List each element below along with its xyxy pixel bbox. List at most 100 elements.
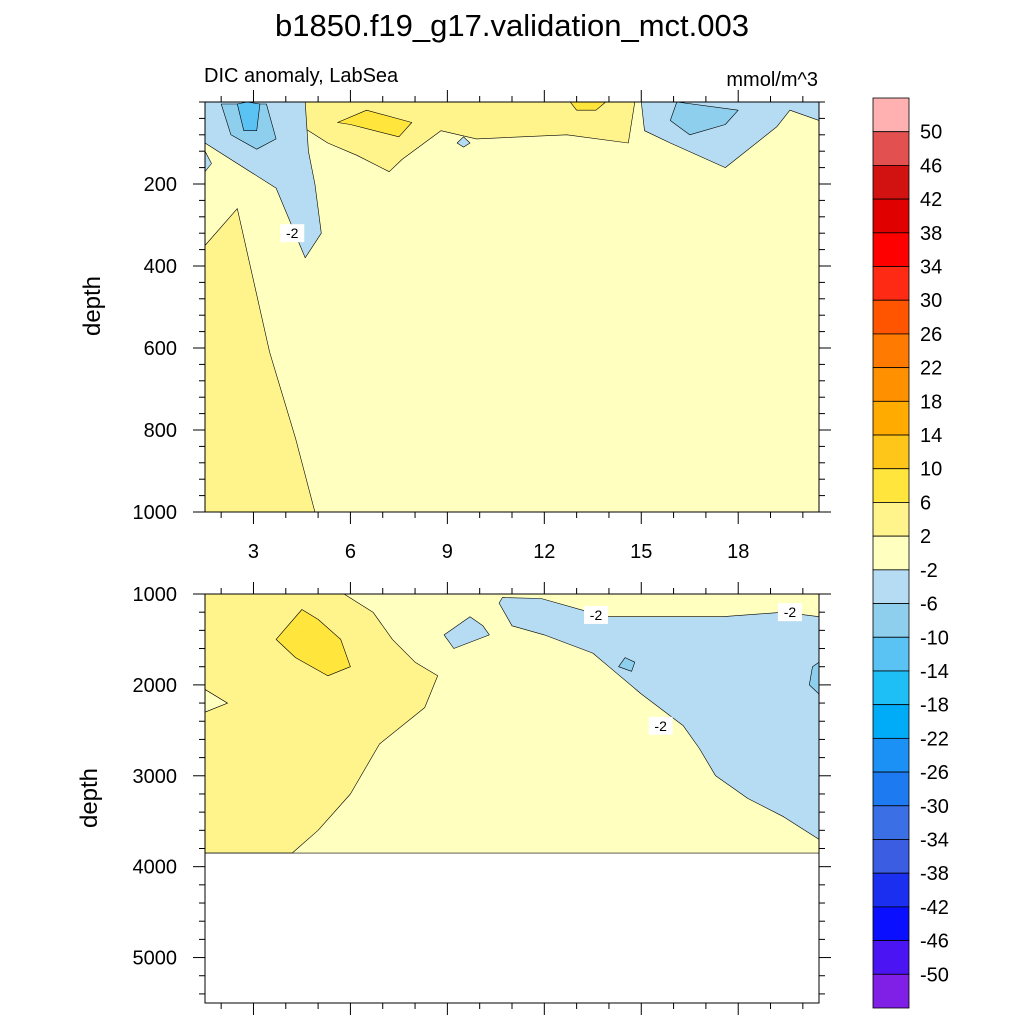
colorbar: 50 46 42 38 34 30 26 22 18 14 10 6 2 -2 -6 -10 -14 -18 -22… (872, 97, 949, 1009)
colorbar-swatch-1 (872, 131, 910, 166)
colorbar-swatch-23 (872, 872, 910, 908)
colorbar-swatch-8 (872, 367, 910, 402)
lower-panel: -2 -2 -2 1000 2000 3000 4000 5000 depth (76, 582, 831, 1015)
colorbar-swatch-20 (872, 771, 910, 807)
upper-contour-region-0 (205, 208, 316, 512)
colorbar-label: -34 (920, 829, 949, 851)
colorbar-label: -50 (920, 964, 949, 986)
svg-text:-2: -2 (286, 225, 299, 241)
upper-panel: DIC anomaly, LabSea mmol/m^3 -2 3 6 9 12 15 18… (79, 65, 831, 563)
colorbar-label: -22 (920, 728, 949, 750)
upper-x-tick-label: 18 (727, 541, 749, 563)
colorbar-swatch-6 (872, 299, 910, 335)
lower-y-tick-label: 4000 (133, 857, 178, 879)
lower-contour-label-0: -2 (584, 605, 609, 624)
colorbar-label: 50 (920, 122, 942, 144)
colorbar-label: -6 (920, 594, 938, 616)
svg-text:-2: -2 (654, 718, 667, 734)
upper-x-tick-label: 15 (630, 541, 652, 563)
colorbar-label: -42 (920, 897, 949, 919)
upper-panel-units: mmol/m^3 (726, 69, 818, 91)
colorbar-swatch-26 (872, 973, 910, 1009)
colorbar-swatch-2 (872, 165, 910, 200)
upper-x-tick-label: 3 (248, 541, 259, 563)
colorbar-swatch-11 (872, 468, 910, 503)
lower-plot-area: -2 -2 -2 1000 2000 3000 4000 5000 (133, 582, 831, 1015)
colorbar-label: 10 (920, 459, 942, 481)
colorbar-swatch-15 (872, 603, 910, 638)
colorbar-swatch-25 (872, 940, 910, 975)
colorbar-swatch-12 (872, 502, 910, 537)
upper-x-tick-label: 12 (533, 541, 555, 563)
lower-y-tick-label: 2000 (133, 675, 178, 697)
lower-y-tick-label: 1000 (133, 584, 178, 606)
colorbar-label: 38 (920, 223, 942, 245)
colorbar-swatch-19 (872, 737, 910, 773)
colorbar-label: 18 (920, 391, 942, 413)
lower-x-axis (220, 582, 804, 1015)
lower-contour-region-2 (275, 609, 351, 677)
colorbar-label: -2 (920, 560, 938, 582)
lower-contour-region-4 (498, 597, 819, 840)
colorbar-swatch-3 (872, 198, 910, 234)
lower-y-tick-label: 3000 (133, 766, 178, 788)
lower-contour-label-2: -2 (648, 716, 673, 735)
upper-y-tick-label: 800 (144, 420, 177, 442)
lower-contour-label-1: -2 (777, 603, 802, 622)
lower-contour-region-6 (808, 661, 819, 695)
colorbar-swatch-13 (872, 535, 910, 571)
upper-contour-region-6 (456, 136, 471, 148)
colorbar-swatch-17 (872, 670, 910, 706)
lower-contour-fill: -2 -2 -2 (205, 594, 819, 854)
colorbar-label: -26 (920, 762, 949, 784)
colorbar-label: 42 (920, 189, 942, 211)
colorbar-label: -46 (920, 931, 949, 953)
colorbar-swatch-22 (872, 839, 910, 874)
upper-y-tick-label: 600 (144, 338, 177, 360)
colorbar-label: -18 (920, 695, 949, 717)
colorbar-swatch-16 (872, 636, 910, 672)
colorbar-label: 6 (920, 492, 931, 514)
svg-text:-2: -2 (590, 607, 603, 623)
colorbar-label: 46 (920, 155, 942, 177)
upper-plot-area: -2 3 6 9 12 15 18 200 400 600 800 1000 (133, 90, 831, 563)
lower-contour-region-3 (443, 616, 490, 649)
upper-contour-label-0: -2 (280, 224, 305, 243)
upper-y-tick-label: 1000 (133, 502, 178, 524)
colorbar-swatch-10 (872, 434, 910, 470)
upper-contour-region-9 (669, 102, 739, 136)
colorbar-swatch-21 (872, 805, 910, 840)
lower-contour-region-5 (618, 657, 636, 672)
colorbar-label: -10 (920, 627, 949, 649)
colorbar-swatch-4 (872, 232, 910, 267)
lower-y-axis: 1000 2000 3000 4000 5000 (133, 584, 831, 995)
upper-contour-fill: -2 (205, 102, 819, 512)
upper-contour-region-4 (205, 102, 322, 259)
colorbar-swatch-24 (872, 906, 910, 941)
upper-contour-region-5 (205, 150, 212, 172)
figure-title: b1850.f19_g17.validation_mct.003 (275, 8, 749, 43)
colorbar-label: -30 (920, 796, 949, 818)
colorbar-swatch-5 (872, 266, 910, 301)
colorbar-label: 26 (920, 324, 942, 346)
upper-panel-subtitle: DIC anomaly, LabSea (204, 65, 399, 87)
upper-x-tick-label: 6 (345, 541, 356, 563)
upper-y-axis: 200 400 600 800 1000 (133, 101, 831, 524)
colorbar-swatch-9 (872, 400, 910, 436)
colorbar-swatch-14 (872, 569, 910, 604)
colorbar-label: 22 (920, 358, 942, 380)
colorbar-swatch-0 (872, 97, 910, 133)
colorbar-swatch-18 (872, 704, 910, 739)
colorbar-swatch-7 (872, 333, 910, 369)
upper-x-tick-label: 9 (442, 541, 453, 563)
upper-y-tick-label: 200 (144, 174, 177, 196)
colorbar-label: -38 (920, 863, 949, 885)
colorbar-label: 14 (920, 425, 942, 447)
colorbar-label: 30 (920, 290, 942, 312)
svg-text:-2: -2 (784, 604, 797, 620)
lower-y-tick-label: 5000 (133, 948, 178, 970)
colorbar-label: -14 (920, 661, 949, 683)
upper-x-axis: 3 6 9 12 15 18 (220, 90, 804, 563)
upper-contour-region-3 (569, 102, 607, 111)
